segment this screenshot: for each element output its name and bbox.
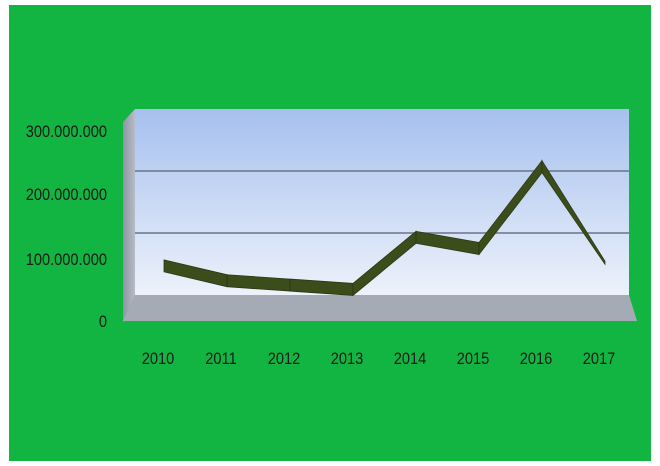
chart-area: 0 100.000.000 200.000.000 300.000.000 2010 2… [9,5,651,461]
x-tick-label: 2011 [205,350,237,368]
y-tick-label: 0 [99,313,107,331]
x-tick-label: 2017 [583,350,616,368]
x-tick-label: 2016 [520,350,553,368]
x-tick-label: 2015 [457,350,490,368]
y-tick-label: 200.000.000 [26,186,107,204]
y-tick-label: 300.000.000 [26,123,107,141]
x-tick-label: 2014 [394,350,427,368]
chart-side-wall [123,109,135,323]
line-chart: 0 100.000.000 200.000.000 300.000.000 2010 2… [26,109,637,368]
y-tick-label: 100.000.000 [26,251,107,269]
series-line-segment [541,159,606,266]
x-tick-label: 2013 [331,350,364,368]
x-tick-label: 2012 [268,350,301,368]
chart-floor [123,295,637,321]
x-tick-label: 2010 [142,350,175,368]
